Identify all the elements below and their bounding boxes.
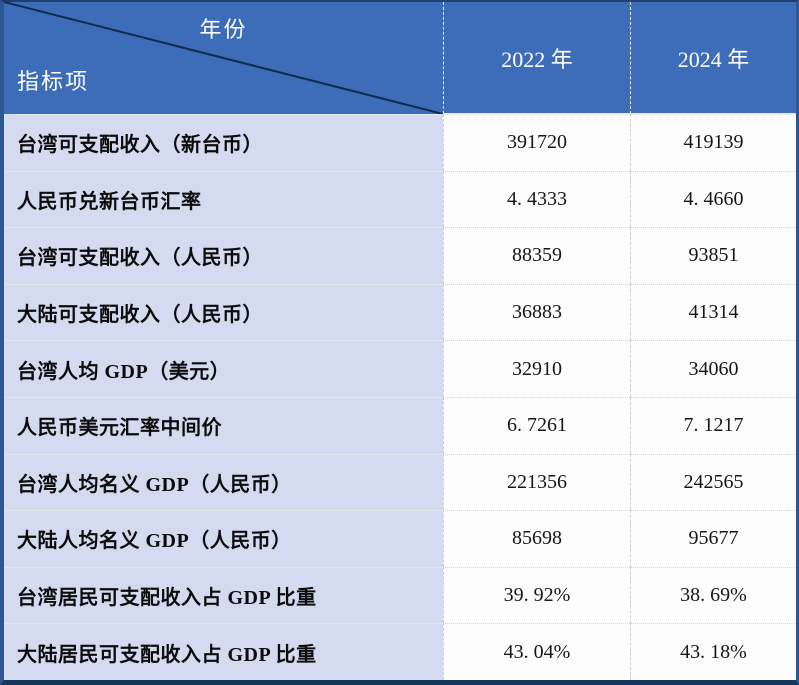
- cell-2022: 32910: [443, 340, 630, 397]
- cell-2024: 43. 18%: [630, 623, 796, 680]
- cell-2022: 6. 7261: [443, 396, 630, 454]
- row-label: 大陆居民可支配收入占 GDP 比重: [4, 623, 443, 680]
- row-label: 台湾可支配收入（新台币）: [4, 114, 443, 171]
- cell-2024: 38. 69%: [630, 566, 796, 624]
- row-label: 台湾居民可支配收入占 GDP 比重: [4, 566, 443, 624]
- cell-2024: 419139: [630, 114, 796, 171]
- column-header-2022: 2022 年: [443, 2, 630, 114]
- cell-2022: 39. 92%: [443, 566, 630, 624]
- cell-2022: 85698: [443, 510, 630, 567]
- row-label: 人民币兑新台币汇率: [4, 170, 443, 228]
- header-corner-cell: 年份 指标项: [4, 2, 443, 114]
- row-label: 台湾人均 GDP（美元）: [4, 340, 443, 397]
- cell-2022: 43. 04%: [443, 623, 630, 680]
- table-grid: 年份 指标项 2022 年 2024 年 台湾可支配收入（新台币） 391720…: [4, 2, 796, 680]
- cell-2024: 93851: [630, 227, 796, 284]
- cell-2024: 95677: [630, 510, 796, 567]
- cell-2024: 242565: [630, 453, 796, 511]
- row-label: 大陆人均名义 GDP（人民币）: [4, 510, 443, 567]
- cell-2024: 4. 4660: [630, 170, 796, 228]
- cell-2024: 34060: [630, 340, 796, 397]
- cell-2024: 7. 1217: [630, 396, 796, 454]
- cell-2024: 41314: [630, 283, 796, 341]
- cell-2022: 4. 4333: [443, 170, 630, 228]
- row-label: 台湾可支配收入（人民币）: [4, 227, 443, 284]
- cell-2022: 221356: [443, 453, 630, 511]
- column-header-2024: 2024 年: [630, 2, 796, 114]
- row-label: 人民币美元汇率中间价: [4, 396, 443, 454]
- corner-label-indicator: 指标项: [17, 69, 90, 94]
- cell-2022: 88359: [443, 227, 630, 284]
- diagonal-divider-line: [4, 2, 443, 114]
- corner-label-year: 年份: [199, 17, 248, 42]
- cell-2022: 36883: [443, 283, 630, 341]
- cell-2022: 391720: [443, 114, 630, 171]
- row-label: 台湾人均名义 GDP（人民币）: [4, 453, 443, 511]
- row-label: 大陆可支配收入（人民币）: [4, 283, 443, 341]
